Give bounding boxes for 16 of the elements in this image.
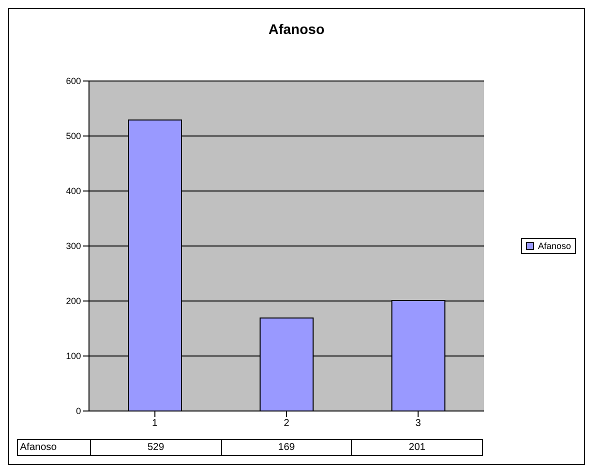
- data-label: 201: [352, 440, 482, 456]
- text: Afanoso: [20, 442, 57, 453]
- x-tick-label: 2: [284, 418, 290, 430]
- y-tick-label: 200: [66, 296, 81, 306]
- x-tick-label: 3: [415, 418, 422, 430]
- y-tick-label: 100: [66, 351, 81, 362]
- chart-title: Afanoso: [268, 21, 326, 39]
- data-label: 529: [90, 440, 222, 456]
- y-tick-label: 400: [66, 186, 81, 196]
- y-tick-label: 500: [66, 131, 81, 142]
- y-tick-label: 600: [66, 76, 81, 86]
- legend-label: Afanoso: [538, 241, 571, 251]
- y-tick-label: 0: [76, 406, 81, 416]
- data-label: 169: [221, 440, 352, 456]
- x-tick-label: 1: [152, 418, 158, 430]
- y-tick-label: 300: [66, 241, 81, 252]
